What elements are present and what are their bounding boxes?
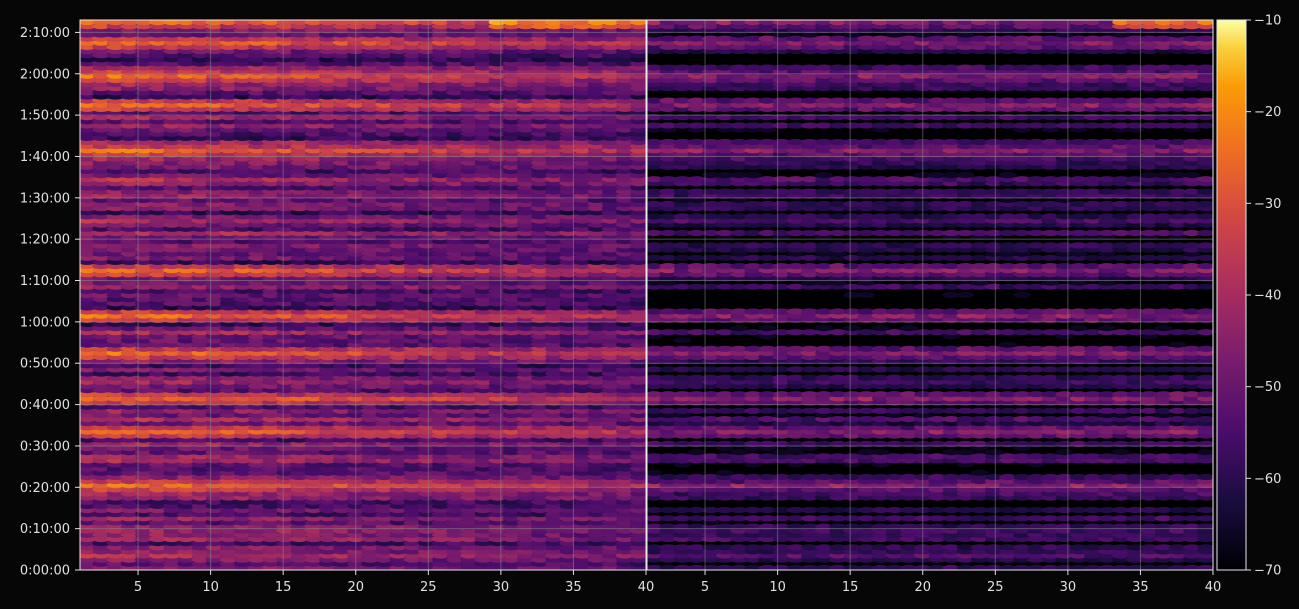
panel-left-cells: [80, 20, 646, 570]
